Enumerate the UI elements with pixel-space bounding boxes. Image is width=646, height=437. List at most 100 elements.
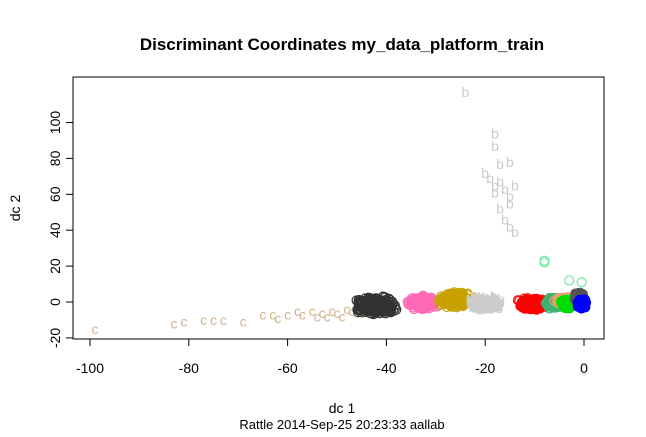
data-point: b: [487, 293, 495, 309]
data-point: b: [478, 300, 486, 316]
data-point: c: [314, 308, 321, 324]
data-point: b: [491, 292, 499, 308]
data-point: b: [479, 296, 487, 312]
data-point: b: [476, 295, 484, 311]
data-point: b: [480, 293, 488, 309]
data-point: b: [486, 296, 494, 312]
data-point: b: [480, 296, 488, 312]
data-point: b: [475, 293, 483, 309]
data-point: b: [470, 297, 478, 313]
data-point: b: [481, 291, 489, 307]
data-point: [388, 305, 399, 316]
data-point: b: [495, 300, 503, 316]
data-point: b: [473, 296, 481, 312]
data-point: b: [481, 293, 489, 309]
data-point: b: [477, 292, 485, 308]
data-point: b: [479, 295, 487, 311]
data-point: b: [493, 295, 501, 311]
data-point: b: [511, 224, 519, 240]
data-point: b: [491, 185, 499, 201]
data-point: c: [210, 312, 217, 328]
data-point: b: [483, 294, 491, 310]
data-point: b: [492, 290, 500, 306]
data-point: b: [478, 291, 486, 307]
data-point: b: [471, 300, 479, 316]
data-point: b: [497, 291, 505, 307]
x-tick-label: -100: [76, 360, 104, 376]
data-point: b: [488, 293, 496, 309]
data-point: b: [478, 290, 486, 306]
data-point: [385, 294, 396, 306]
y-axis-label: dc 2: [7, 195, 23, 222]
data-point: b: [488, 293, 496, 309]
data-point: b: [478, 294, 486, 310]
data-point: b: [472, 291, 480, 307]
data-point: b: [477, 296, 485, 312]
data-point: b: [492, 293, 500, 309]
data-point: b: [473, 294, 481, 310]
data-point: b: [484, 298, 492, 314]
data-point: b: [478, 290, 486, 306]
data-point: b: [477, 296, 485, 312]
data-point: b: [477, 295, 485, 311]
data-point: b: [472, 296, 480, 312]
data-point: b: [485, 297, 493, 313]
data-point: b: [481, 299, 489, 315]
data-point: b: [491, 294, 499, 310]
data-point: b: [506, 195, 514, 211]
data-point: b: [482, 299, 490, 315]
data-point: b: [480, 294, 488, 310]
data-point: b: [468, 297, 476, 313]
data-point: c: [348, 303, 355, 319]
data-point: b: [482, 289, 490, 305]
y-tick-label: 100: [47, 111, 63, 135]
data-point: b: [485, 297, 493, 313]
data-point: b: [476, 291, 484, 307]
data-point: b: [477, 299, 485, 315]
x-axis: -100 -80 -60 -40 -20 0: [76, 338, 588, 376]
data-point: [577, 298, 589, 309]
data-point: b: [480, 298, 488, 314]
data-point: b: [479, 296, 487, 312]
data-point: [531, 302, 543, 313]
data-point: b: [467, 292, 475, 308]
data-point: b: [490, 294, 498, 310]
data-point: b: [480, 297, 488, 313]
data-point: b: [487, 292, 495, 308]
data-point: b: [476, 295, 484, 311]
data-point: b: [483, 295, 491, 311]
data-point: b: [506, 188, 514, 204]
data-point: b: [482, 294, 490, 310]
data-point: b: [484, 294, 492, 310]
data-point: b: [481, 165, 489, 181]
data-point: b: [473, 296, 481, 312]
data-point: c: [200, 312, 207, 328]
data-point: [576, 296, 588, 308]
data-point: c: [299, 307, 306, 323]
data-point: b: [480, 294, 488, 310]
data-point: b: [480, 296, 488, 312]
data-point: b: [480, 293, 488, 309]
data-point: b: [476, 298, 484, 314]
data-point: b: [490, 295, 498, 311]
data-point: b: [474, 293, 482, 309]
data-point: b: [480, 291, 488, 307]
data-point: b: [462, 84, 470, 100]
data-point: b: [485, 294, 493, 310]
data-point: b: [483, 294, 491, 310]
data-point: b: [469, 293, 477, 309]
data-point: b: [478, 295, 486, 311]
data-point: b: [488, 295, 496, 311]
data-point: b: [485, 295, 493, 311]
data-point: b: [483, 296, 491, 312]
data-point: b: [475, 300, 483, 316]
data-point: b: [491, 138, 499, 154]
data-point: b: [482, 298, 490, 314]
data-point: b: [485, 296, 493, 312]
data-point: b: [483, 293, 491, 309]
x-axis-label: dc 1: [329, 400, 356, 416]
data-point: b: [496, 295, 504, 311]
data-point: b: [491, 296, 499, 312]
data-point: b: [476, 291, 484, 307]
